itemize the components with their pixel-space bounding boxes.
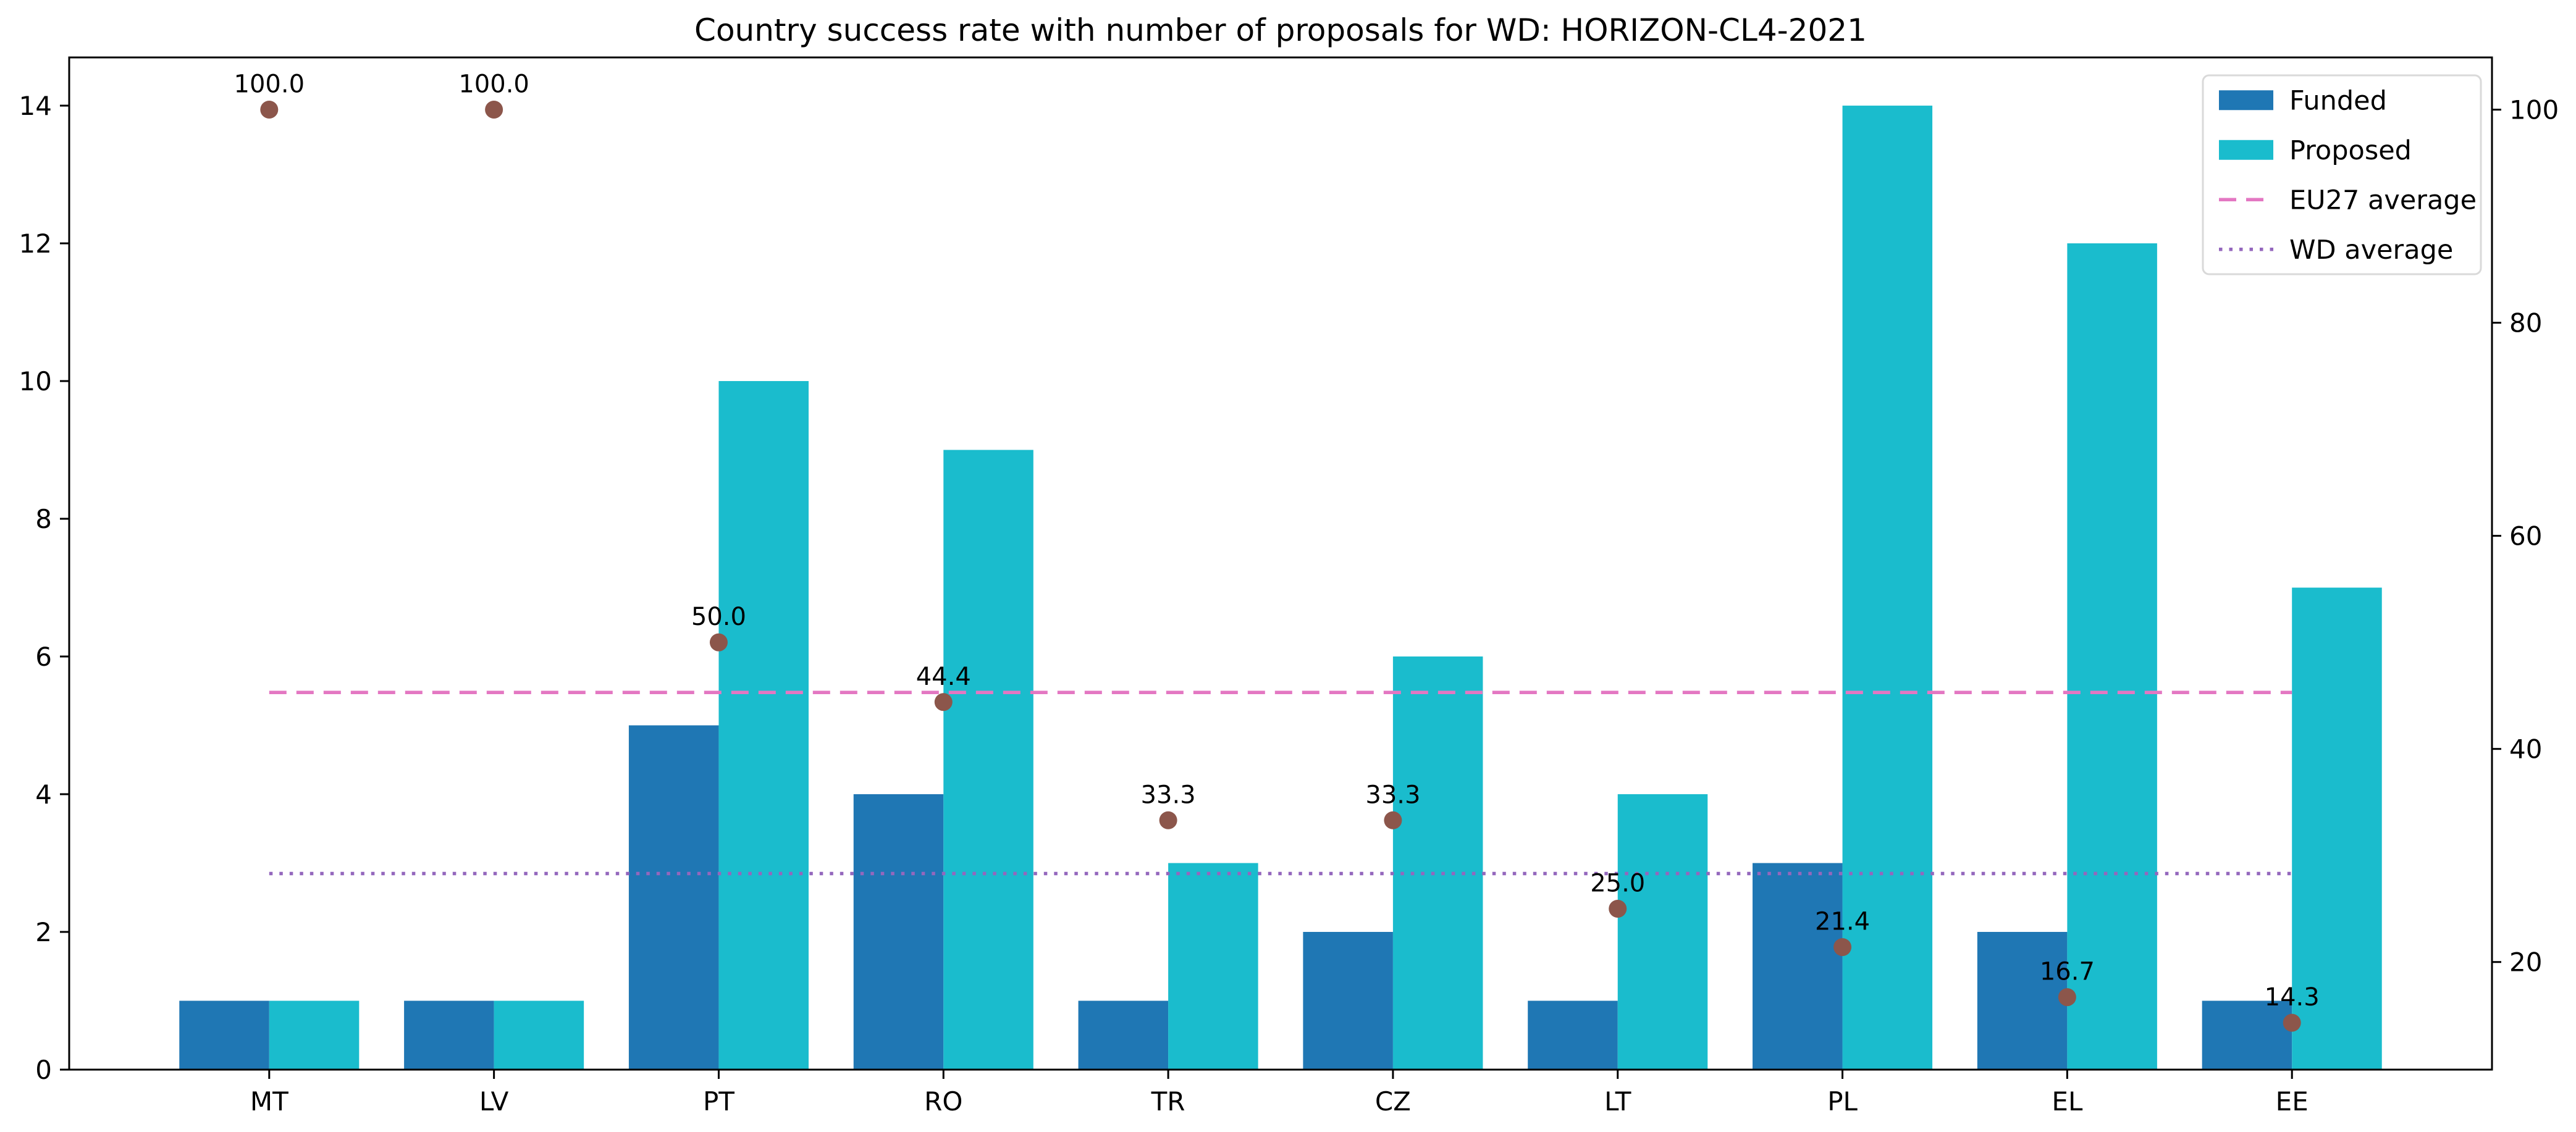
success-rate-dot-LT	[1609, 899, 1627, 918]
success-rate-dot-EE	[2283, 1013, 2301, 1032]
proposed-bar-EL	[2067, 243, 2157, 1070]
legend-swatch-proposed	[2219, 140, 2273, 160]
funded-bar-EL	[1977, 932, 2068, 1070]
left-tick-label-6: 6	[35, 642, 52, 672]
success-rate-dot-MT	[260, 101, 279, 119]
funded-bar-EE	[2202, 1000, 2292, 1070]
success-rate-label-EL: 16.7	[2040, 958, 2095, 986]
legend	[2202, 74, 2482, 275]
proposed-bar-MT	[269, 1000, 360, 1070]
success-rate-label-LV: 100.0	[458, 70, 529, 99]
left-tick-label-2: 2	[35, 917, 52, 947]
proposed-bar-EE	[2292, 587, 2382, 1070]
x-tick-label-LT: LT	[1604, 1086, 1631, 1117]
funded-bar-PT	[628, 725, 719, 1070]
success-rate-dot-PL	[1833, 938, 1852, 957]
legend-label-funded: Funded	[2289, 85, 2387, 116]
x-tick-label-RO: RO	[924, 1086, 962, 1117]
right-tick-label-20: 20	[2509, 947, 2542, 978]
success-rate-label-LT: 25.0	[1590, 869, 1645, 897]
right-tick-label-60: 60	[2509, 521, 2542, 551]
funded-bar-PL	[1753, 863, 1843, 1070]
left-tick-label-4: 4	[35, 779, 52, 810]
x-tick-label-TR: TR	[1151, 1086, 1185, 1117]
proposed-bar-RO	[943, 450, 1033, 1070]
success-rate-label-TR: 33.3	[1141, 781, 1196, 809]
x-tick-label-PT: PT	[703, 1086, 734, 1117]
funded-bar-MT	[179, 1000, 269, 1070]
success-rate-label-PL: 21.4	[1815, 908, 1870, 936]
x-tick-label-LV: LV	[479, 1086, 509, 1117]
success-rate-dot-LV	[485, 101, 503, 119]
left-tick-label-12: 12	[19, 228, 52, 259]
success-rate-label-RO: 44.4	[916, 663, 971, 691]
legend-label-wd-average: WD average	[2289, 235, 2453, 266]
success-rate-label-MT: 100.0	[234, 70, 305, 99]
funded-bar-LV	[404, 1000, 494, 1070]
funded-bar-LT	[1528, 1000, 1618, 1070]
left-tick-label-14: 14	[19, 91, 52, 121]
proposed-bar-LT	[1617, 794, 1708, 1070]
right-tick-label-40: 40	[2509, 734, 2542, 765]
right-tick-label-80: 80	[2509, 308, 2542, 338]
success-rate-label-PT: 50.0	[691, 603, 746, 631]
success-rate-dot-TR	[1159, 811, 1177, 829]
x-tick-label-CZ: CZ	[1375, 1086, 1411, 1117]
success-rate-dot-EL	[2058, 988, 2076, 1007]
funded-bar-TR	[1078, 1000, 1169, 1070]
plot-border	[68, 56, 2493, 1071]
x-tick-label-PL: PL	[1827, 1086, 1858, 1117]
proposed-bar-LV	[494, 1000, 584, 1070]
proposed-bar-PL	[1842, 106, 1933, 1070]
success-rate-dot-PT	[709, 633, 728, 652]
x-tick-label-EE: EE	[2276, 1086, 2309, 1117]
proposed-bar-PT	[718, 381, 809, 1070]
funded-bar-RO	[853, 794, 944, 1070]
chart-title: Country success rate with number of prop…	[694, 12, 1867, 48]
left-tick-label-0: 0	[35, 1055, 52, 1085]
right-tick-label-100: 100	[2509, 95, 2559, 125]
success-rate-dot-CZ	[1384, 811, 1402, 829]
legend-label-eu27-average: EU27 average	[2289, 185, 2477, 216]
success-rate-dot-RO	[934, 693, 953, 711]
funded-bar-CZ	[1303, 932, 1393, 1070]
legend-label-proposed: Proposed	[2289, 135, 2412, 166]
x-tick-label-EL: EL	[2052, 1086, 2083, 1117]
x-tick-label-MT: MT	[250, 1086, 288, 1117]
left-tick-label-10: 10	[19, 366, 52, 396]
legend-swatch-funded	[2219, 90, 2273, 111]
left-tick-label-8: 8	[35, 504, 52, 534]
proposed-bar-TR	[1168, 863, 1258, 1070]
success-rate-label-CZ: 33.3	[1365, 781, 1420, 809]
proposed-bar-CZ	[1392, 656, 1483, 1070]
success-rate-label-EE: 14.3	[2265, 983, 2320, 1012]
